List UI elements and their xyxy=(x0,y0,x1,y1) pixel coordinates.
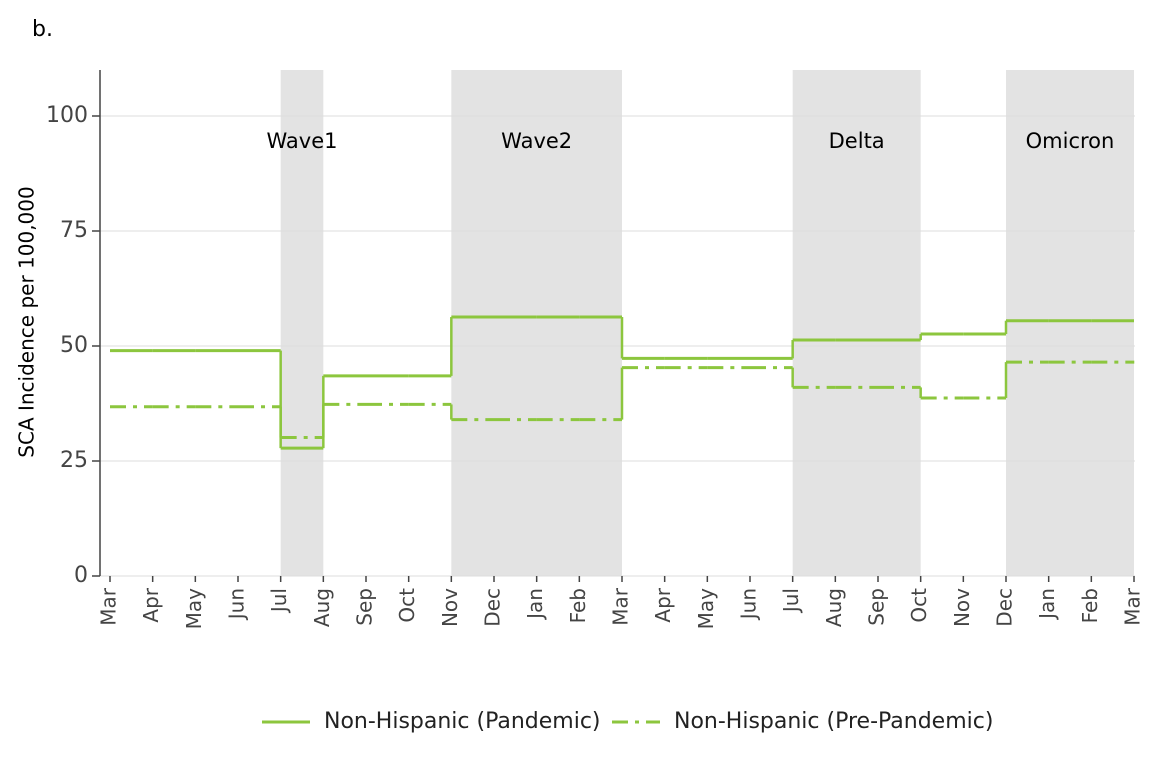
x-tick-label: Feb xyxy=(566,588,590,623)
y-axis-title: SCA Incidence per 100,000 xyxy=(15,186,39,457)
wave-band xyxy=(280,70,324,576)
legend-label: Non-Hispanic (Pre-Pandemic) xyxy=(674,709,993,734)
legend-label: Non-Hispanic (Pandemic) xyxy=(324,709,601,734)
y-tick-label: 100 xyxy=(46,103,88,128)
y-tick-label: 25 xyxy=(60,448,88,473)
wave-band xyxy=(1006,70,1134,576)
x-tick-label: Mar xyxy=(609,587,633,626)
x-tick-label: Feb xyxy=(1078,588,1102,623)
band-label: Wave2 xyxy=(501,129,572,153)
y-tick-label: 50 xyxy=(60,333,88,358)
panel-label: b. xyxy=(32,17,53,42)
x-tick-label: Aug xyxy=(310,588,334,627)
band-label: Delta xyxy=(829,129,885,153)
x-tick-label: Nov xyxy=(950,588,974,627)
x-tick-label: Apr xyxy=(651,587,675,622)
y-tick-label: 75 xyxy=(60,218,88,243)
x-tick-label: Jul xyxy=(779,588,803,614)
x-tick-label: Sep xyxy=(353,588,377,626)
x-tick-label: Dec xyxy=(481,588,505,627)
x-tick-label: Apr xyxy=(139,587,163,622)
x-tick-label: Oct xyxy=(907,588,931,623)
x-tick-label: Jan xyxy=(523,588,547,621)
x-tick-label: Jul xyxy=(267,588,291,614)
band-label: Omicron xyxy=(1026,129,1115,153)
x-tick-label: Mar xyxy=(1121,587,1145,626)
x-tick-label: Oct xyxy=(395,588,419,623)
x-tick-label: Sep xyxy=(865,588,889,626)
band-label: Wave1 xyxy=(267,129,338,153)
x-tick-label: Mar xyxy=(97,587,121,626)
x-tick-label: Nov xyxy=(438,588,462,627)
x-tick-label: Aug xyxy=(822,588,846,627)
wave-band xyxy=(792,70,921,576)
y-tick-label: 0 xyxy=(74,563,88,588)
x-tick-label: Jun xyxy=(225,588,249,621)
x-tick-label: Jun xyxy=(737,588,761,621)
x-tick-label: Jan xyxy=(1035,588,1059,621)
x-tick-label: May xyxy=(694,588,718,630)
x-tick-label: Dec xyxy=(993,588,1017,627)
wave-band xyxy=(451,70,622,576)
x-tick-label: May xyxy=(182,588,206,630)
